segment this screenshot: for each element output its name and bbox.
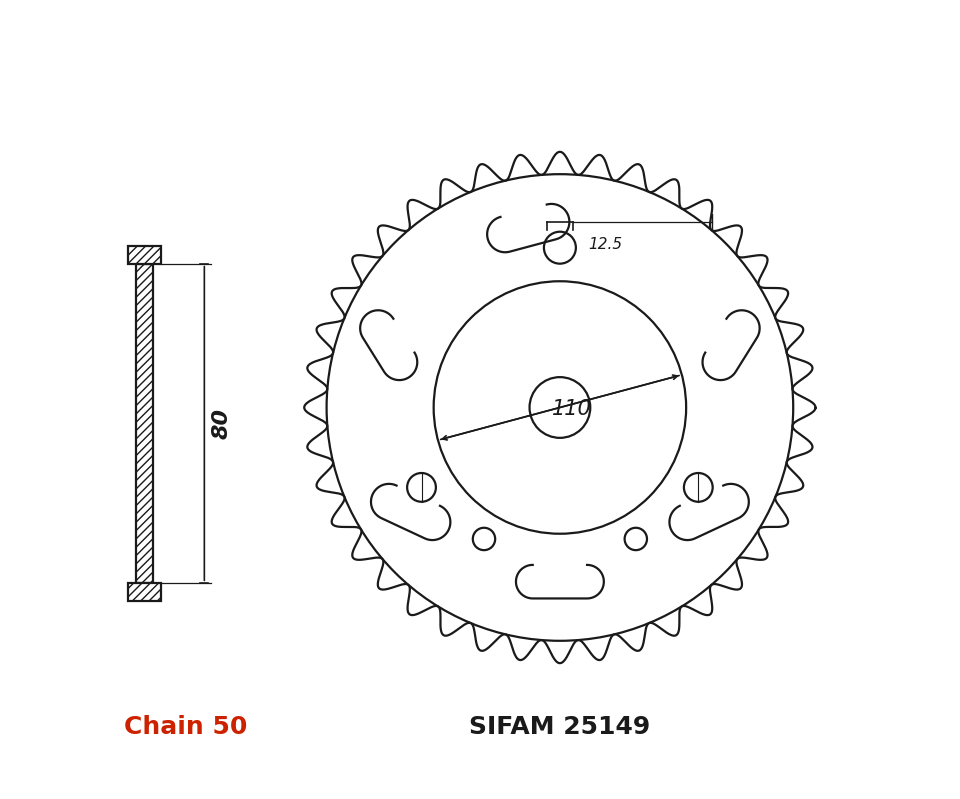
Bar — [128, 246, 161, 264]
Bar — [135, 264, 154, 583]
Text: SIFAM 25149: SIFAM 25149 — [469, 715, 651, 739]
Text: 80: 80 — [212, 408, 232, 439]
Text: Chain 50: Chain 50 — [125, 715, 248, 739]
Bar — [128, 583, 161, 601]
Text: 12.5: 12.5 — [588, 237, 622, 252]
Text: 110: 110 — [552, 399, 591, 419]
